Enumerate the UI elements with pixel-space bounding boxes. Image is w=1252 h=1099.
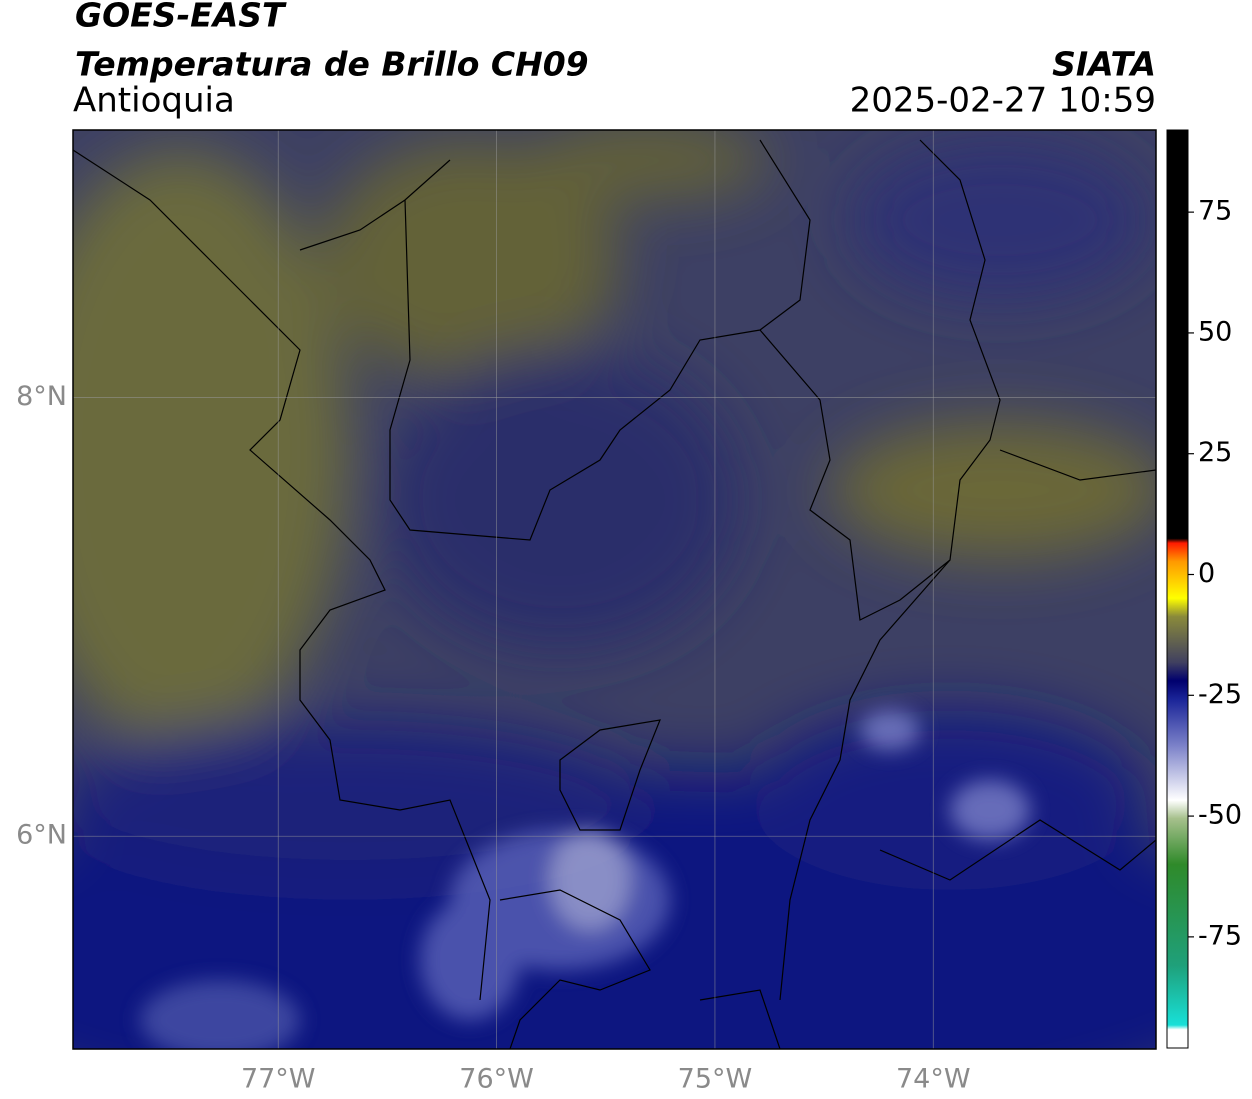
borders [73,139,1156,1049]
colorbar-tick-label: -25 [1198,679,1242,710]
y-tick-label: 6°N [16,820,67,851]
colorbar-tick-label: -75 [1198,920,1242,951]
colorbar-tick-label: 50 [1198,316,1232,347]
x-tick-label: 76°W [459,1064,534,1095]
map-frame [72,129,1157,1050]
x-tick-label: 75°W [678,1064,753,1095]
x-tick-label: 77°W [241,1064,316,1095]
x-tick-label: 74°W [896,1064,971,1095]
title: GOES-EAST [75,0,287,35]
colorbar-tick-label: 0 [1198,558,1215,589]
datetime: 2025-02-27 10:59 [850,81,1156,121]
source: SIATA [1052,45,1156,84]
colorbar-tick-label: -50 [1198,800,1242,831]
grid [73,130,1156,1049]
region: Antioquia [73,81,235,121]
colorbar [1166,129,1189,1049]
y-tick-label: 8°N [16,381,67,412]
map-raster [73,130,1156,1049]
subtitle: Temperatura de Brillo CH09 [75,45,589,84]
colorbar-tick-label: 75 [1198,196,1232,227]
colorbar-tick-label: 25 [1198,437,1232,468]
